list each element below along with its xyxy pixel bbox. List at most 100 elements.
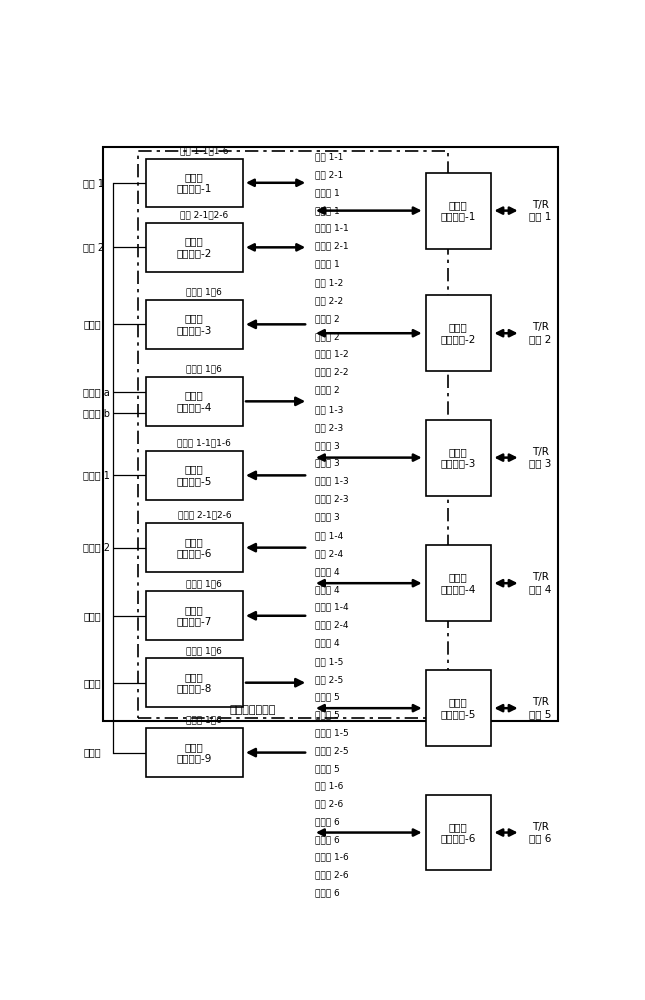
Bar [146,728,243,777]
Text: 第二级
开关网络-1: 第二级 开关网络-1 [441,200,476,221]
Text: 示波器 1-1: 示波器 1-1 [315,224,348,233]
Text: 第二级
开关网络-6: 第二级 开关网络-6 [441,822,476,843]
Text: 信号源 1～6: 信号源 1～6 [186,365,223,374]
Bar [146,223,243,272]
Text: 示波器 1-2: 示波器 1-2 [315,350,348,359]
Text: 第二级
开关网络-3: 第二级 开关网络-3 [441,447,476,468]
Text: 示波器 2-4: 示波器 2-4 [315,620,348,630]
Text: 示波器 2-2: 示波器 2-2 [315,368,348,377]
Bar [426,420,490,496]
Text: 示波器 2-5: 示波器 2-5 [315,746,348,755]
Text: 矢网 1-5: 矢网 1-5 [315,657,343,666]
Text: T/R
组件 2: T/R 组件 2 [530,322,551,344]
Text: T/R
组件 4: T/R 组件 4 [530,572,551,594]
Text: 矢网 1-1～1-6: 矢网 1-1～1-6 [180,146,228,155]
Text: 噪声源: 噪声源 [83,678,101,688]
Text: 频谱仪 1: 频谱仪 1 [315,188,339,197]
Text: 示波器 2: 示波器 2 [83,543,110,553]
Text: 功率计 6: 功率计 6 [315,888,339,897]
Bar [146,658,243,707]
Text: 第一级
开关网络-5: 第一级 开关网络-5 [177,465,212,486]
Bar [146,523,243,572]
Text: 功率计 1～6: 功率计 1～6 [186,579,223,588]
Text: 示波器 2-6: 示波器 2-6 [315,870,348,879]
Text: 矢网 2-6: 矢网 2-6 [315,799,342,808]
Bar [138,151,448,718]
Text: 矢网 2-2: 矢网 2-2 [315,297,342,306]
Text: 示波器 1: 示波器 1 [83,470,110,480]
Bar [103,147,558,721]
Text: 第一级
开关网络-9: 第一级 开关网络-9 [177,742,212,763]
Bar [426,795,490,870]
Bar [146,300,243,349]
Text: 示波器 1-1～1-6: 示波器 1-1～1-6 [177,439,232,448]
Text: 信号源 5: 信号源 5 [315,711,339,720]
Text: 第二级
开关网络-2: 第二级 开关网络-2 [441,322,476,344]
Text: 功率计 1: 功率计 1 [315,259,339,268]
Text: 功率计: 功率计 [83,611,101,621]
Text: T/R
组件 6: T/R 组件 6 [530,822,551,843]
Text: 频谱仪 1～6: 频谱仪 1～6 [186,288,223,297]
Text: 信号源 1: 信号源 1 [315,206,339,215]
Text: 示波器 2-1: 示波器 2-1 [315,241,348,250]
Text: 第一级
开关网络-8: 第一级 开关网络-8 [177,672,212,693]
Text: 示波器 1-6: 示波器 1-6 [315,853,348,862]
Text: 矢网 1-3: 矢网 1-3 [315,405,343,414]
Bar [146,591,243,640]
Text: 矢网 1-2: 矢网 1-2 [315,279,342,288]
Text: 第一级开关网络: 第一级开关网络 [230,705,276,715]
Text: 第一级
开关网络-3: 第一级 开关网络-3 [177,314,212,335]
Text: 矢网 2-5: 矢网 2-5 [315,675,342,684]
Text: 功率计 5: 功率计 5 [315,764,339,773]
Text: 矢网 2-3: 矢网 2-3 [315,423,342,432]
Text: 噪声源 1～6: 噪声源 1～6 [186,646,223,655]
Text: 矢网 1: 矢网 1 [83,178,104,188]
Text: 信号源 4: 信号源 4 [315,585,339,594]
Text: T/R
组件 3: T/R 组件 3 [530,447,551,468]
Text: 信号源 3: 信号源 3 [315,459,339,468]
Text: 信号源 a: 信号源 a [83,387,110,397]
Text: 第一级
开关网络-6: 第一级 开关网络-6 [177,537,212,558]
Bar [146,158,243,207]
Text: 噪声仪 1～6: 噪声仪 1～6 [186,716,223,725]
Text: 矢网 1-6: 矢网 1-6 [315,782,343,791]
Text: 第二级
开关网络-5: 第二级 开关网络-5 [441,697,476,719]
Text: 第一级
开关网络-4: 第一级 开关网络-4 [177,391,212,412]
Text: 频谱仪 6: 频谱仪 6 [315,817,339,826]
Text: 第一级
开关网络-1: 第一级 开关网络-1 [177,172,212,194]
Text: T/R
组件 1: T/R 组件 1 [530,200,551,221]
Bar [426,173,490,249]
Text: 频谱仪 4: 频谱仪 4 [315,567,339,576]
Text: 第一级
开关网络-7: 第一级 开关网络-7 [177,605,212,627]
Text: 频谱仪 3: 频谱仪 3 [315,441,339,450]
Bar [426,295,490,371]
Text: 矢网 2-1～2-6: 矢网 2-1～2-6 [180,211,228,220]
Text: 信号源 2: 信号源 2 [315,332,339,341]
Text: 第一级
开关网络-2: 第一级 开关网络-2 [177,237,212,258]
Bar [426,670,490,746]
Text: 示波器 1-4: 示波器 1-4 [315,603,348,612]
Text: 功率计 2: 功率计 2 [315,385,339,394]
Text: 示波器 1-5: 示波器 1-5 [315,728,348,737]
Text: 矢网 1-4: 矢网 1-4 [315,532,342,541]
Text: 频谱仪 5: 频谱仪 5 [315,693,339,702]
Text: 示波器 2-3: 示波器 2-3 [315,494,348,503]
Text: 矢网 2-4: 矢网 2-4 [315,549,342,558]
Text: 矢网 2: 矢网 2 [83,242,104,252]
Text: 噪声仪: 噪声仪 [83,748,101,758]
Text: 第二级
开关网络-4: 第二级 开关网络-4 [441,572,476,594]
Text: T/R
组件 5: T/R 组件 5 [530,697,551,719]
Text: 示波器 1-3: 示波器 1-3 [315,477,348,486]
Text: 功率计 4: 功率计 4 [315,638,339,647]
Text: 频谱仪 2: 频谱仪 2 [315,314,339,323]
Bar [146,451,243,500]
Text: 示波器 2-1～2-6: 示波器 2-1～2-6 [177,511,231,520]
Text: 信号源 b: 信号源 b [83,408,110,418]
Bar [146,377,243,426]
Text: 矢网 2-1: 矢网 2-1 [315,170,342,179]
Text: 矢网 1-1: 矢网 1-1 [315,153,343,162]
Text: 功率计 3: 功率计 3 [315,512,339,521]
Text: 信号源 6: 信号源 6 [315,835,339,844]
Text: 频谱仪: 频谱仪 [83,319,101,329]
Bar [426,545,490,621]
